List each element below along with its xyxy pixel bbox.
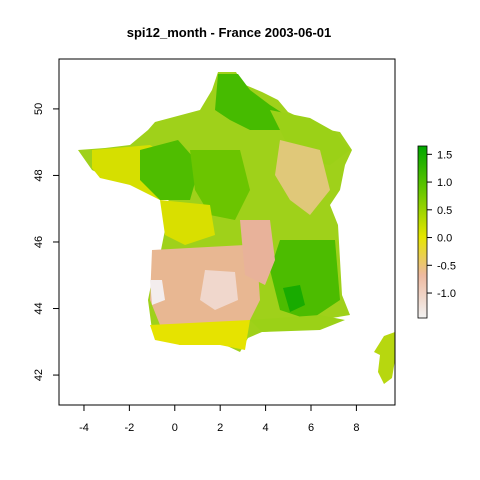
colorbar-tick-label: -0.5 xyxy=(437,260,456,272)
map-title: spi12_month - France 2003-06-01 xyxy=(127,25,331,40)
y-tick-label: 44 xyxy=(33,302,45,314)
y-tick-label: 48 xyxy=(33,169,45,181)
north-east-region xyxy=(270,110,350,165)
y-tick-label: 50 xyxy=(33,103,45,115)
x-tick-label: -4 xyxy=(79,422,89,434)
mediterranean-region xyxy=(250,315,345,332)
x-tick-label: 4 xyxy=(263,422,269,434)
corsica-region xyxy=(374,332,395,384)
x-axis-ticks: -4 -2 0 2 4 6 8 xyxy=(79,405,359,434)
aquitaine-light-region xyxy=(150,280,165,305)
loire-region xyxy=(160,200,215,245)
colorbar-tick-label: 1.0 xyxy=(437,177,452,189)
colorbar-ramp xyxy=(417,145,428,319)
garonne-light-region xyxy=(200,270,238,310)
center-region xyxy=(190,150,250,220)
colorbar-ticks: -1.0 -0.5 0.0 0.5 1.0 1.5 xyxy=(427,149,456,300)
x-tick-label: 0 xyxy=(172,422,178,434)
y-tick-label: 42 xyxy=(33,369,45,381)
colorbar-tick-label: 1.5 xyxy=(437,149,452,161)
massif-central-region xyxy=(240,220,275,285)
x-tick-label: 2 xyxy=(217,422,223,434)
colorbar: -1.0 -0.5 0.0 0.5 1.0 1.5 xyxy=(417,145,456,319)
x-tick-label: 6 xyxy=(308,422,314,434)
north-region xyxy=(215,74,290,130)
x-tick-label: -2 xyxy=(124,422,134,434)
y-tick-label: 46 xyxy=(33,236,45,248)
x-tick-label: 8 xyxy=(353,422,359,434)
normandy-region xyxy=(140,140,200,200)
colorbar-tick-label: -1.0 xyxy=(437,288,456,300)
plot-frame xyxy=(58,58,396,406)
pyrenees-region xyxy=(150,320,250,350)
colorbar-tick-label: 0.0 xyxy=(437,233,452,245)
alps-core-region xyxy=(283,285,305,312)
spi-raster xyxy=(78,72,395,384)
y-axis-ticks: 42 44 46 48 50 xyxy=(33,103,59,381)
colorbar-tick-label: 0.5 xyxy=(437,205,452,217)
east-region xyxy=(275,140,330,215)
